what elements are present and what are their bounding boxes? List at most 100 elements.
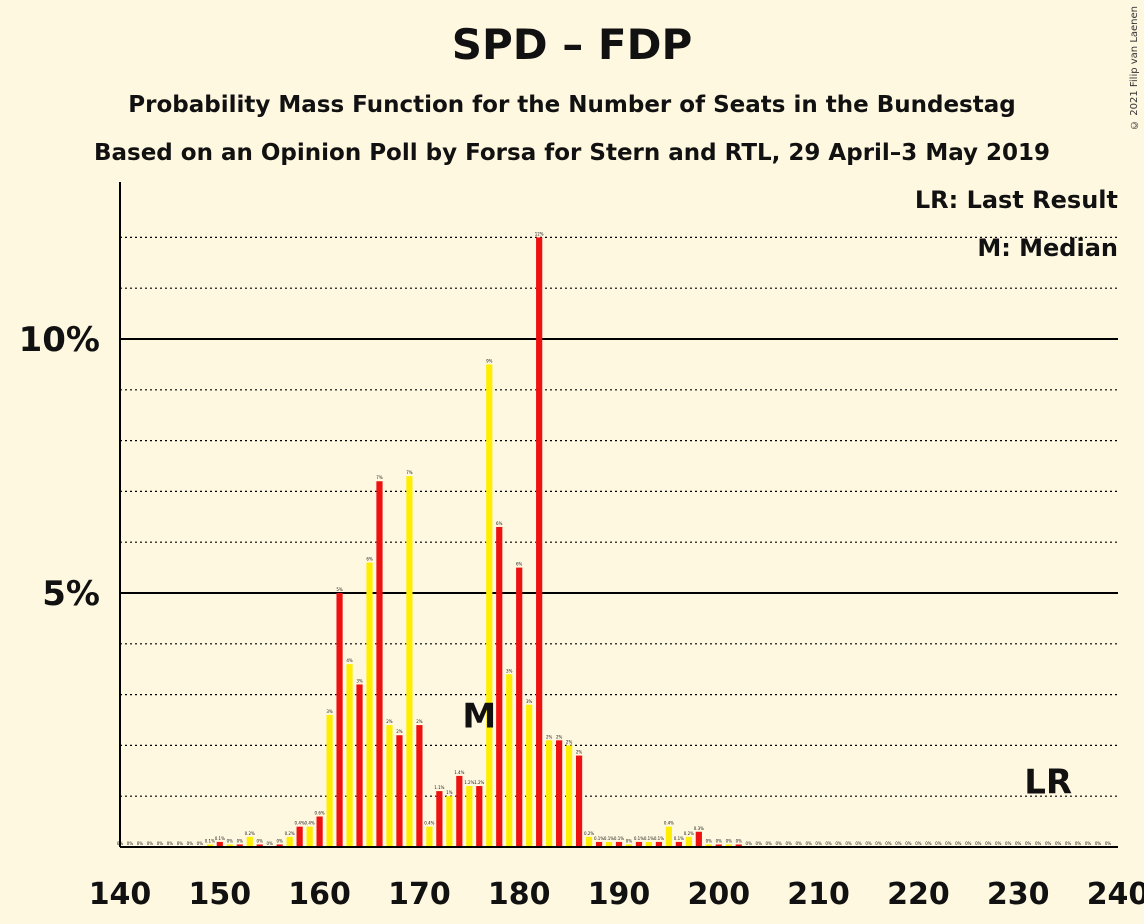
bar-seat-194 — [655, 841, 663, 847]
data-label-seat-144: 0% — [157, 841, 164, 846]
data-label-seat-145: 0% — [167, 841, 174, 846]
data-label-seat-160: 0.6% — [315, 811, 325, 816]
data-label-seat-226: 0% — [975, 841, 982, 846]
data-label-seat-158: 0.4% — [295, 821, 305, 826]
data-label-seat-217: 0% — [885, 841, 892, 846]
data-label-seat-176: 1.2% — [474, 780, 484, 785]
data-label-seat-184: 2% — [556, 734, 563, 739]
bar-seat-152 — [236, 844, 243, 847]
bar-seat-198 — [695, 831, 702, 847]
bar-seat-175 — [466, 786, 473, 847]
bar-seat-162 — [336, 593, 343, 847]
data-label-seat-182: 12% — [535, 231, 544, 236]
bar-seat-188 — [595, 841, 603, 847]
bar-seat-174 — [456, 775, 463, 847]
bar-seat-184 — [556, 740, 563, 847]
data-label-seat-195: 0.4% — [664, 821, 674, 826]
data-label-seat-194: 0.1% — [654, 836, 664, 841]
bar-seat-158 — [296, 826, 303, 847]
data-label-seat-229: 0% — [1005, 841, 1012, 846]
data-label-seat-165: 6% — [366, 557, 373, 562]
bar-seat-154 — [256, 844, 263, 847]
bar-seat-196 — [675, 841, 682, 847]
bar-seat-169 — [406, 476, 413, 847]
data-label-seat-201: 0% — [726, 838, 733, 843]
data-label-seat-190: 0.1% — [614, 836, 624, 841]
data-label-seat-179: 3% — [506, 668, 513, 673]
data-label-seat-228: 0% — [995, 841, 1002, 846]
x-tick-label: 140 — [89, 877, 152, 912]
y-tick-label: 10% — [19, 320, 100, 360]
data-label-seat-141: 0% — [127, 841, 134, 846]
bar-seat-166 — [376, 481, 383, 847]
data-label-seat-156: 0% — [277, 838, 284, 843]
bar-seat-177 — [486, 364, 493, 847]
bar-seat-180 — [516, 567, 523, 847]
y-tick-label: 5% — [42, 574, 100, 614]
bar-seat-150 — [216, 841, 223, 847]
data-label-seat-215: 0% — [865, 841, 872, 846]
bar-seat-182 — [536, 237, 543, 847]
data-label-seat-181: 3% — [526, 699, 533, 704]
data-label-seat-167: 2% — [386, 719, 393, 724]
data-label-seat-173: 1% — [446, 790, 453, 795]
data-label-seat-236: 0% — [1075, 841, 1082, 846]
data-label-seat-159: 0.4% — [305, 821, 315, 826]
data-label-seat-172: 1.1% — [434, 785, 444, 790]
data-label-seat-185: 2% — [566, 739, 573, 744]
data-label-seat-162: 5% — [336, 587, 343, 592]
x-tick-label: 220 — [887, 877, 950, 912]
data-label-seat-207: 0% — [785, 841, 792, 846]
bar-seat-167 — [386, 725, 393, 847]
data-label-seat-238: 0% — [1095, 841, 1102, 846]
data-label-seat-146: 0% — [177, 841, 184, 846]
data-label-seat-222: 0% — [935, 841, 942, 846]
bar-seat-179 — [506, 674, 513, 847]
bar-seat-192 — [635, 841, 643, 847]
bar-seat-161 — [326, 714, 333, 847]
data-label-seat-183: 2% — [546, 734, 553, 739]
bar-seat-157 — [286, 836, 293, 847]
data-label-seat-231: 0% — [1025, 841, 1032, 846]
chart-subtitle-2: Based on an Opinion Poll by Forsa for St… — [93, 140, 1051, 166]
x-tick-label: 230 — [987, 877, 1050, 912]
data-label-seat-154: 0% — [257, 838, 264, 843]
bar-seat-173 — [446, 796, 453, 847]
legend-last-result: LR: Last Result — [914, 186, 1118, 214]
data-label-seat-161: 3% — [326, 709, 333, 714]
bar-seat-153 — [246, 836, 253, 847]
data-label-seat-206: 0% — [776, 841, 783, 846]
data-label-seat-187: 0.2% — [584, 831, 594, 836]
data-label-seat-211: 0% — [825, 841, 832, 846]
data-label-seat-192: 0.1% — [634, 836, 644, 841]
data-label-seat-175: 1.2% — [464, 780, 474, 785]
last-result-marker: LR — [1024, 763, 1072, 803]
bar-seat-164 — [356, 684, 363, 847]
bar-seat-172 — [436, 791, 443, 847]
x-tick-label: 170 — [388, 877, 451, 912]
data-label-seat-230: 0% — [1015, 841, 1022, 846]
x-tick-label: 190 — [588, 877, 651, 912]
data-label-seat-169: 7% — [406, 470, 413, 475]
data-label-seat-151: 0% — [227, 838, 234, 843]
data-label-seat-186: 2% — [576, 750, 583, 755]
bar-seat-160 — [316, 816, 323, 847]
data-label-seat-224: 0% — [955, 841, 962, 846]
bar-seat-168 — [396, 735, 403, 847]
x-tick-label: 240 — [1087, 877, 1144, 912]
data-label-seat-209: 0% — [805, 841, 812, 846]
bar-seat-193 — [645, 841, 653, 847]
data-label-seat-168: 2% — [396, 729, 403, 734]
bar-seat-151 — [226, 844, 233, 847]
data-label-seat-196: 0.1% — [674, 836, 684, 841]
data-label-seat-213: 0% — [845, 841, 852, 846]
bar-seat-189 — [605, 841, 613, 847]
bar-seat-171 — [426, 826, 433, 847]
bar-seat-185 — [566, 745, 573, 847]
data-label-seat-189: 0.1% — [604, 836, 614, 841]
data-label-seat-155: 0% — [267, 841, 274, 846]
bar-seat-183 — [546, 740, 553, 847]
x-tick-label: 180 — [488, 877, 551, 912]
data-label-seat-197: 0.2% — [684, 831, 694, 836]
data-label-seat-149: 0.1% — [205, 838, 215, 843]
